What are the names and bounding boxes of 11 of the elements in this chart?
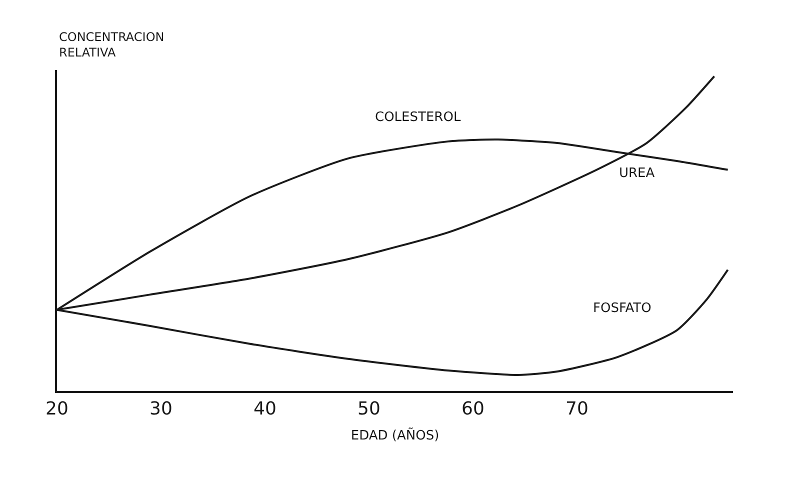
x-tick-label: 60	[462, 398, 484, 420]
x-tick-label: 40	[254, 398, 276, 420]
x-tick-label: 50	[358, 398, 380, 420]
series-label: FOSFATO	[593, 301, 652, 316]
x-tick-label: 70	[566, 398, 588, 420]
series-label: UREA	[619, 166, 655, 181]
series-label: COLESTEROL	[375, 110, 462, 125]
x-axis-title: EDAD (AÑOS)	[350, 428, 440, 444]
y-axis-title: CONCENTRACION RELATIVA	[59, 30, 164, 60]
x-tick-label: 20	[46, 398, 68, 420]
x-tick-label: 30	[150, 398, 172, 420]
